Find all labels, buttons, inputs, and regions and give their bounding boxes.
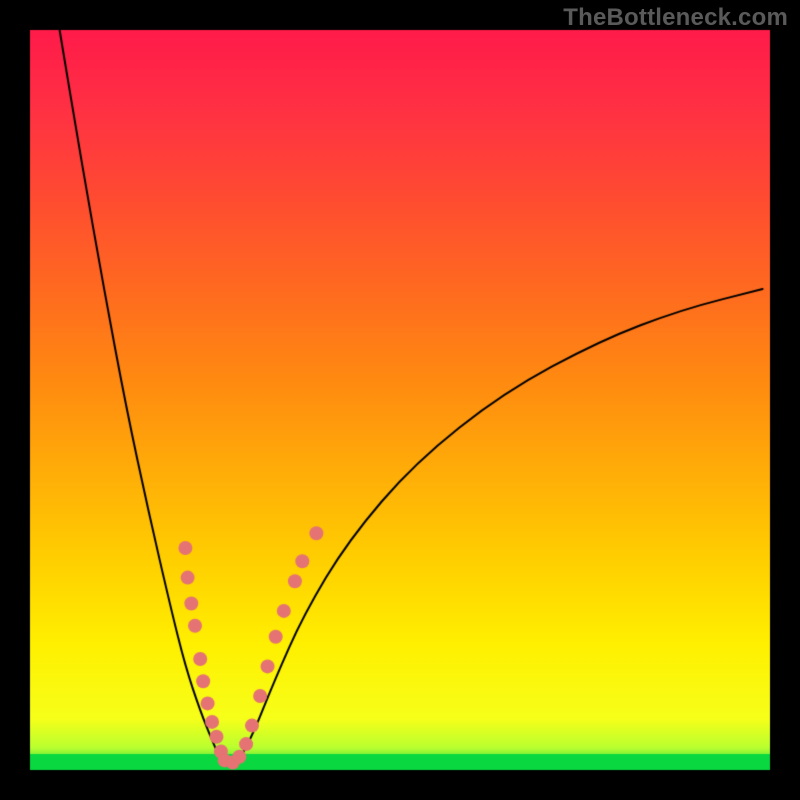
bottleneck-chart-canvas xyxy=(0,0,800,800)
chart-stage: TheBottleneck.com xyxy=(0,0,800,800)
